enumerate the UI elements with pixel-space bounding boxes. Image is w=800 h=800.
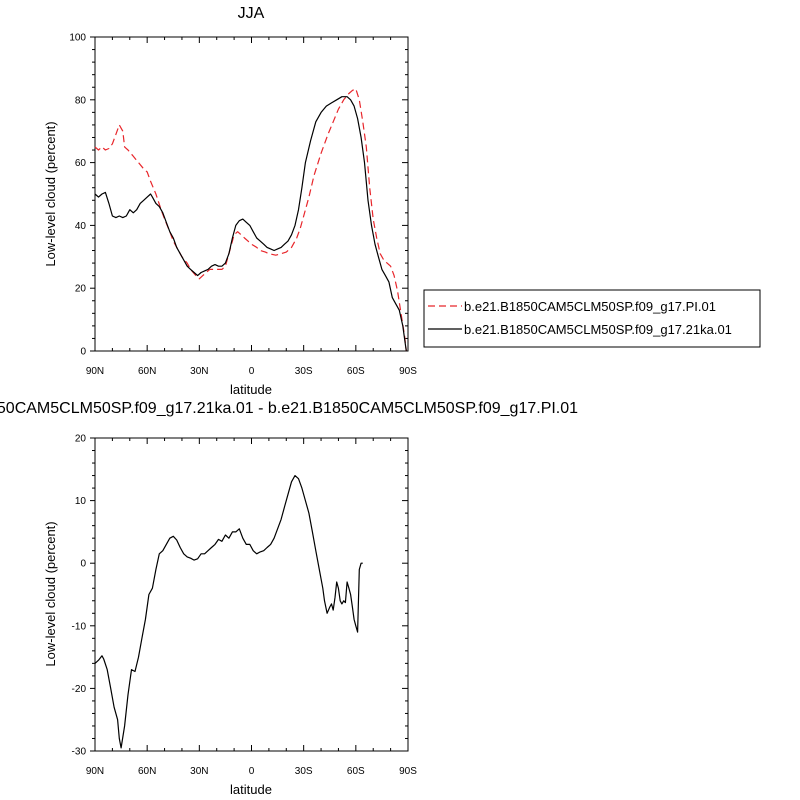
legend-entry-pi: b.e21.B1850CAM5CLM50SP.f09_g17.PI.01 [464, 299, 716, 314]
bottom-chart-title: b.e21.B1850CAM5CLM50SP.f09_g17.21ka.01 -… [0, 400, 578, 417]
top-y-tick-label: 80 [75, 95, 87, 106]
top-plot-frame [94, 36, 409, 352]
top-y-tick-label: 0 [80, 347, 86, 358]
top-series-line-0 [94, 88, 407, 352]
bottom-axis-ticks: 90N 60N 30N 0 30S 60S 90S -30 -20 -10 0 10 20 [72, 434, 418, 778]
bottom-x-tick-label: 30N [190, 766, 208, 777]
top-x-tick-label: 90S [399, 366, 417, 377]
top-y-tick-label: 100 [69, 33, 86, 44]
legend-entry-21ka: b.e21.B1850CAM5CLM50SP.f09_g17.21ka.01 [464, 322, 732, 337]
bottom-x-tick-label: 60N [138, 766, 156, 777]
top-series-line-1 [94, 96, 407, 352]
bottom-y-tick-label: -30 [72, 747, 87, 758]
legend-box [423, 289, 761, 348]
bottom-series-line-0 [94, 475, 363, 749]
top-y-tick-label: 40 [75, 221, 87, 232]
bottom-x-tick-label: 60S [347, 766, 365, 777]
bottom-y-tick-label: 0 [80, 559, 86, 570]
bottom-x-axis-label: latitude [230, 782, 272, 797]
top-x-axis-label: latitude [230, 382, 272, 397]
top-axis-ticks: 90N 60N 30N 0 30S 60S 90S 0 20 40 60 80 100 [69, 33, 417, 378]
bottom-y-tick-label: 20 [75, 434, 87, 445]
bottom-y-tick-label: -10 [72, 621, 87, 632]
bottom-y-tick-label: 10 [75, 496, 87, 507]
top-y-tick-label: 60 [75, 158, 87, 169]
top-x-tick-label: 90N [86, 366, 104, 377]
bottom-panel: b.e21.B1850CAM5CLM50SP.f09_g17.21ka.01 -… [0, 400, 578, 797]
top-x-tick-label: 30S [295, 366, 313, 377]
top-y-tick-label: 20 [75, 284, 87, 295]
top-x-tick-label: 30N [190, 366, 208, 377]
top-panel: JJA 90N 60N 30N 0 30S 60S 90S 0 20 40 60 80 100 lati… [43, 5, 761, 397]
bottom-x-tick-label: 90N [86, 766, 104, 777]
bottom-series-lines [94, 475, 363, 749]
top-y-axis-label: Low-level cloud (percent) [43, 121, 58, 266]
top-x-tick-label: 0 [249, 366, 255, 377]
bottom-x-tick-label: 30S [295, 766, 313, 777]
top-x-tick-label: 60S [347, 366, 365, 377]
legend: b.e21.B1850CAM5CLM50SP.f09_g17.PI.01 b.e… [423, 289, 761, 348]
bottom-x-tick-label: 90S [399, 766, 417, 777]
bottom-plot-frame [94, 437, 409, 752]
bottom-y-axis-label: Low-level cloud (percent) [43, 521, 58, 666]
bottom-x-tick-label: 0 [249, 766, 255, 777]
top-chart-title: JJA [238, 5, 265, 22]
top-series-lines [94, 88, 407, 352]
bottom-y-tick-label: -20 [72, 684, 87, 695]
top-x-tick-label: 60N [138, 366, 156, 377]
